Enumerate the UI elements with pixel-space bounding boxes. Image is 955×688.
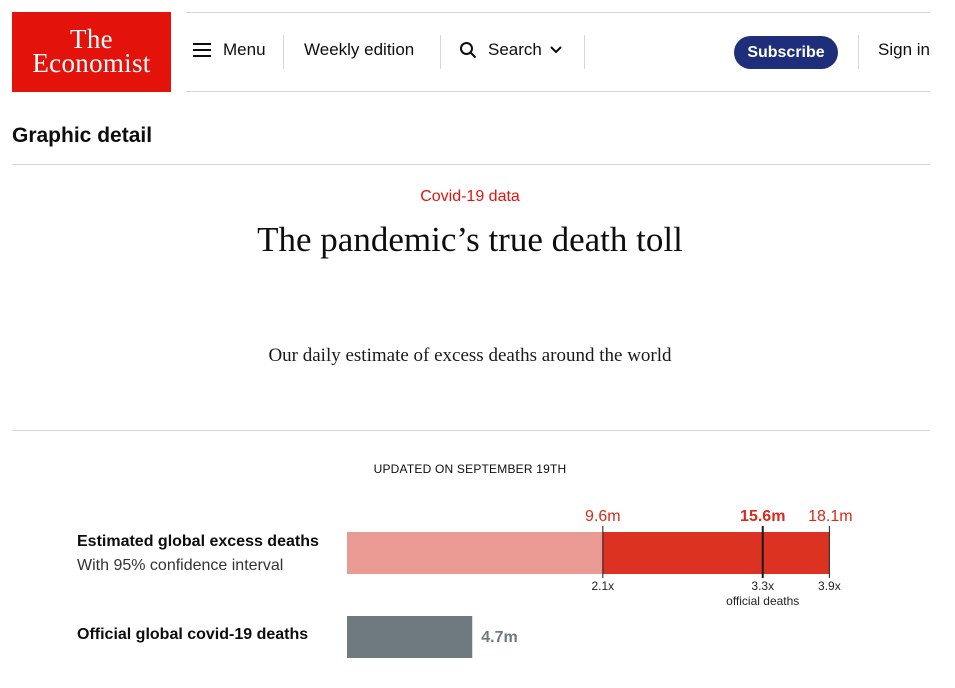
updated-date: UPDATED ON SEPTEMBER 19TH bbox=[373, 462, 567, 476]
hamburger-icon bbox=[193, 43, 211, 57]
menu-button[interactable]: Menu bbox=[193, 40, 266, 60]
excess-deaths-chart: 9.6m 15.6m 18.1m 2.1x 3.3x 3.9x official… bbox=[347, 508, 853, 658]
upper-bound-label: 18.1m bbox=[808, 508, 852, 525]
subscribe-button[interactable]: Subscribe bbox=[734, 36, 838, 69]
search-button[interactable]: Search bbox=[459, 40, 562, 60]
nav-divider bbox=[283, 35, 284, 69]
excess-confidence-bar bbox=[602, 532, 830, 574]
top-navigation: Menu Weekly edition Search Subscribe Sig… bbox=[186, 12, 930, 92]
excess-deaths-label: Estimated global excess deaths bbox=[77, 533, 319, 550]
logo-line-2: Economist bbox=[32, 48, 151, 78]
economist-logo[interactable]: The Economist bbox=[12, 12, 171, 92]
chevron-down-icon bbox=[550, 46, 562, 54]
nav-divider bbox=[584, 35, 585, 69]
article-standfirst: Our daily estimate of excess deaths arou… bbox=[268, 345, 672, 366]
lower-ratio-label: 2.1x bbox=[591, 579, 614, 593]
search-label: Search bbox=[488, 40, 542, 59]
nav-divider bbox=[440, 35, 441, 69]
official-deaths-bar bbox=[347, 616, 473, 658]
ratio-note: official deaths bbox=[726, 594, 799, 608]
upper-ratio-label: 3.9x bbox=[818, 579, 841, 593]
lower-bound-label: 9.6m bbox=[585, 508, 621, 525]
logo-line-1: The bbox=[70, 24, 113, 54]
sign-in-label: Sign in bbox=[878, 40, 930, 59]
sign-in-link[interactable]: Sign in bbox=[878, 40, 930, 60]
nav-divider bbox=[858, 35, 859, 69]
search-icon bbox=[460, 42, 477, 59]
section-title[interactable]: Graphic detail bbox=[12, 124, 153, 147]
article-kicker[interactable]: Covid-19 data bbox=[420, 188, 520, 205]
official-deaths-label: Official global covid-19 deaths bbox=[77, 626, 309, 643]
excess-deaths-sublabel: With 95% confidence interval bbox=[77, 557, 284, 574]
estimate-ratio-label: 3.3x bbox=[751, 579, 774, 593]
menu-label: Menu bbox=[223, 40, 266, 59]
divider bbox=[12, 164, 930, 165]
divider bbox=[12, 430, 930, 431]
weekly-edition-link[interactable]: Weekly edition bbox=[304, 40, 414, 60]
article-headline: The pandemic’s true death toll bbox=[257, 220, 683, 259]
central-estimate-label: 15.6m bbox=[740, 508, 785, 525]
official-deaths-value: 4.7m bbox=[481, 629, 517, 646]
excess-range-lower-bar bbox=[347, 532, 603, 574]
weekly-edition-label: Weekly edition bbox=[304, 40, 415, 59]
